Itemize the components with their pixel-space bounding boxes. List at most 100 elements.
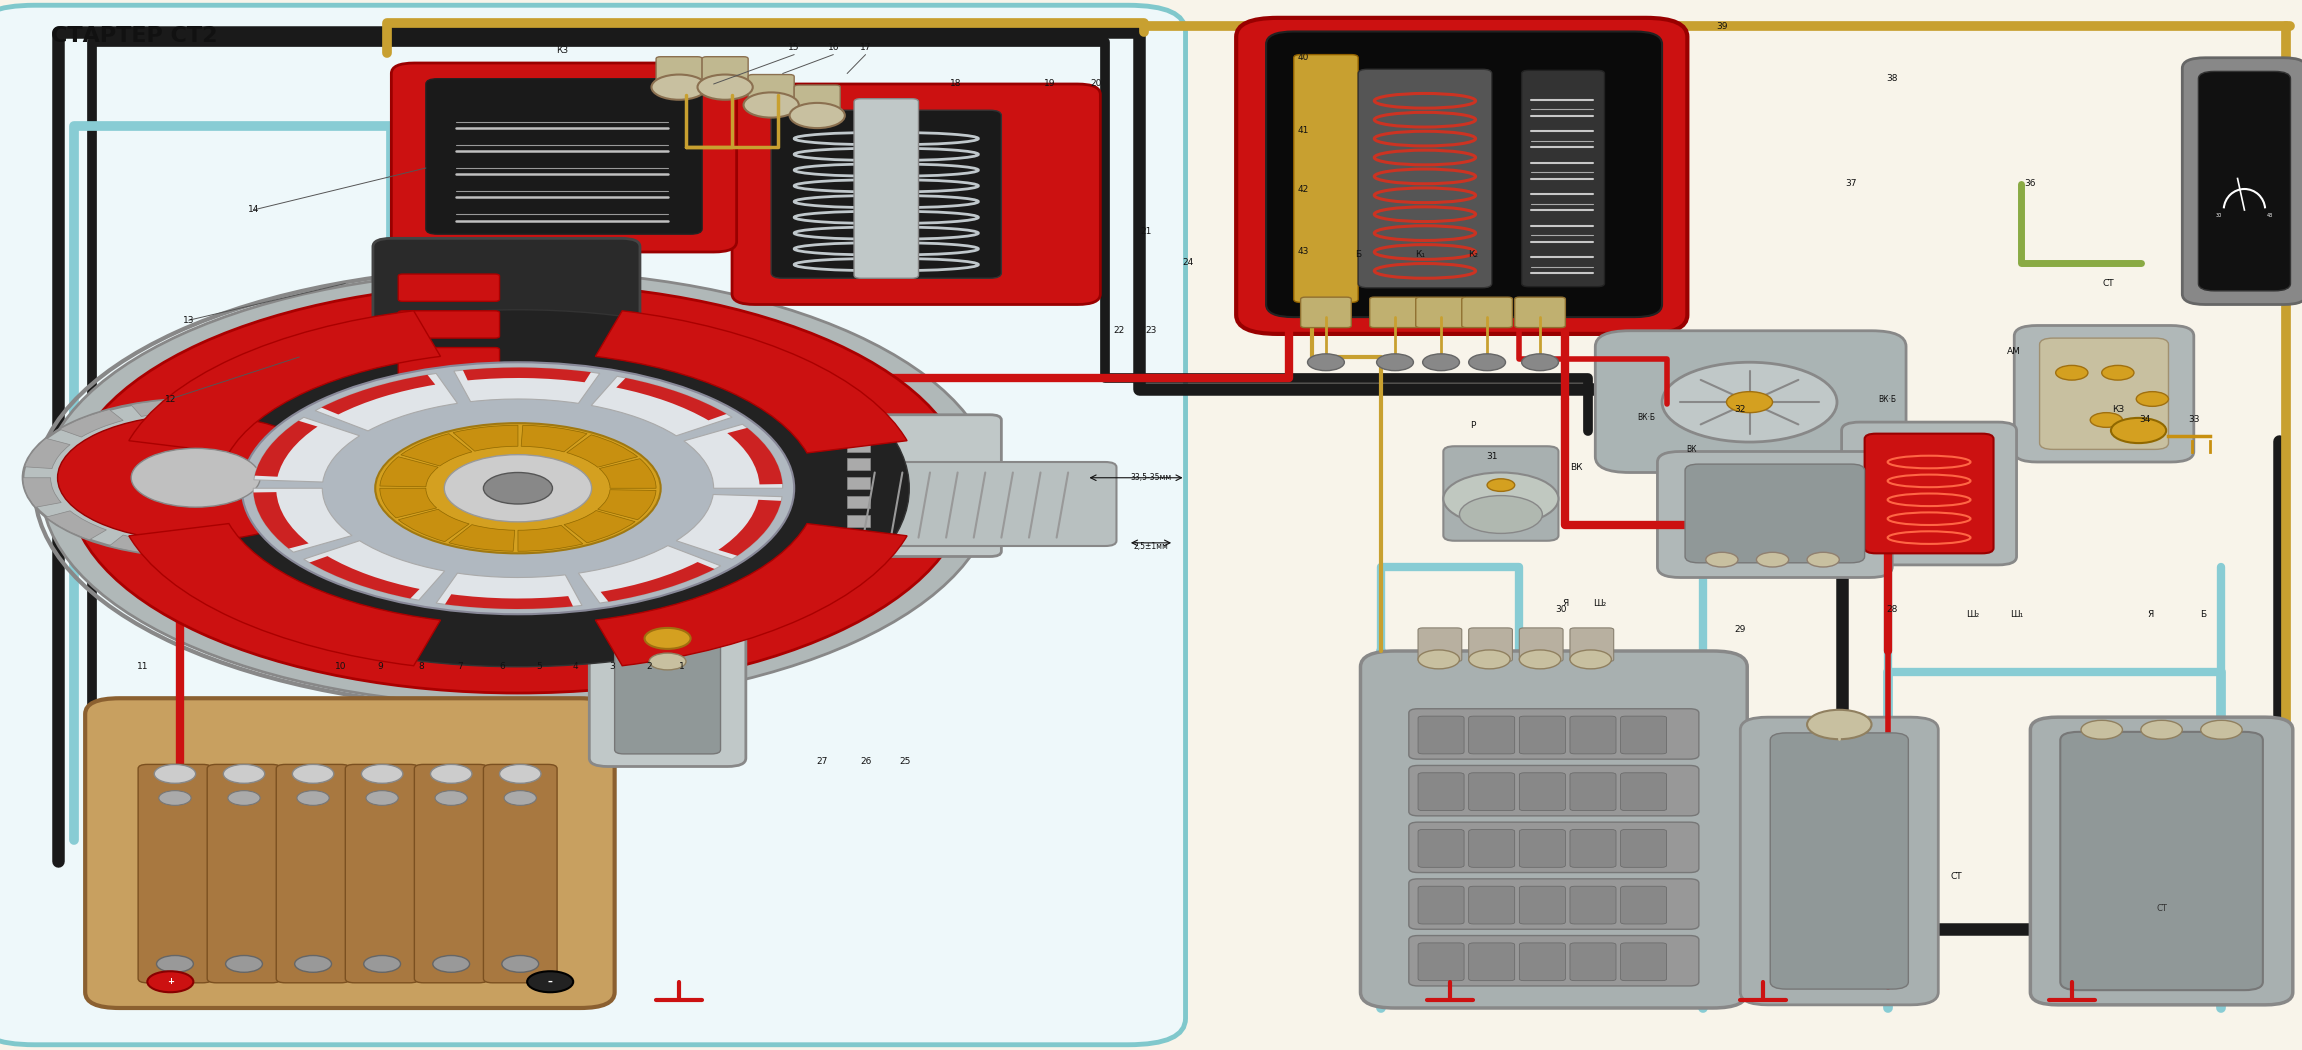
Wedge shape	[596, 311, 907, 453]
Bar	[847, 458, 870, 470]
FancyBboxPatch shape	[656, 57, 702, 92]
Circle shape	[2102, 365, 2134, 380]
FancyBboxPatch shape	[1519, 943, 1565, 981]
FancyBboxPatch shape	[1360, 651, 1747, 1008]
Wedge shape	[449, 525, 516, 551]
FancyBboxPatch shape	[414, 764, 488, 983]
FancyBboxPatch shape	[1595, 331, 1906, 472]
Text: 36: 36	[2026, 180, 2035, 188]
FancyBboxPatch shape	[748, 75, 794, 110]
Wedge shape	[304, 541, 444, 601]
Wedge shape	[596, 524, 907, 666]
Text: 17: 17	[861, 43, 870, 51]
Text: К₁: К₁	[1416, 250, 1425, 258]
Circle shape	[361, 764, 403, 783]
Wedge shape	[269, 519, 331, 546]
Circle shape	[154, 764, 196, 783]
FancyBboxPatch shape	[840, 462, 1116, 546]
Text: 5: 5	[536, 663, 541, 671]
Circle shape	[2111, 418, 2166, 443]
Circle shape	[1423, 354, 1459, 371]
Circle shape	[483, 472, 552, 504]
Wedge shape	[129, 524, 440, 666]
Circle shape	[1443, 472, 1558, 525]
FancyBboxPatch shape	[1770, 733, 1908, 989]
FancyBboxPatch shape	[589, 618, 746, 766]
Wedge shape	[401, 434, 472, 466]
FancyBboxPatch shape	[615, 630, 721, 754]
Wedge shape	[196, 539, 260, 556]
Text: 21: 21	[1142, 227, 1151, 235]
Wedge shape	[46, 510, 106, 540]
FancyBboxPatch shape	[1685, 464, 1865, 563]
FancyBboxPatch shape	[1522, 70, 1604, 287]
FancyBboxPatch shape	[1409, 765, 1699, 816]
Text: ВК·Б: ВК·Б	[1637, 413, 1655, 422]
Circle shape	[1570, 650, 1611, 669]
Wedge shape	[131, 399, 196, 417]
FancyBboxPatch shape	[1418, 886, 1464, 924]
FancyBboxPatch shape	[1570, 943, 1616, 981]
Circle shape	[433, 956, 470, 972]
FancyBboxPatch shape	[1301, 297, 1351, 328]
FancyBboxPatch shape	[2060, 732, 2263, 990]
Text: Я: Я	[1563, 600, 1568, 608]
Circle shape	[504, 791, 536, 805]
Wedge shape	[453, 368, 601, 403]
Text: 2: 2	[647, 663, 651, 671]
Circle shape	[1487, 479, 1515, 491]
Circle shape	[2136, 392, 2168, 406]
Text: 40: 40	[1298, 54, 1308, 62]
FancyBboxPatch shape	[1370, 297, 1420, 328]
FancyBboxPatch shape	[1462, 297, 1512, 328]
Text: 31: 31	[1487, 453, 1496, 461]
FancyBboxPatch shape	[345, 764, 419, 983]
Text: Б: Б	[2201, 610, 2205, 618]
Text: 15: 15	[790, 43, 799, 51]
Text: 30: 30	[1556, 605, 1565, 613]
Circle shape	[790, 103, 845, 128]
Circle shape	[58, 415, 334, 541]
FancyBboxPatch shape	[1469, 716, 1515, 754]
Text: 28: 28	[1888, 605, 1897, 613]
Text: 25: 25	[900, 757, 909, 765]
Text: СТ: СТ	[1950, 873, 1964, 881]
FancyBboxPatch shape	[1570, 628, 1614, 662]
FancyBboxPatch shape	[1740, 717, 1938, 1005]
FancyBboxPatch shape	[1236, 18, 1687, 334]
Text: 32: 32	[1736, 405, 1745, 414]
Text: 3: 3	[610, 663, 615, 671]
FancyBboxPatch shape	[1409, 936, 1699, 986]
FancyBboxPatch shape	[1443, 446, 1558, 541]
Circle shape	[744, 92, 799, 118]
Text: 35: 35	[2270, 237, 2279, 246]
Text: 29: 29	[1736, 626, 1745, 634]
Circle shape	[242, 362, 794, 614]
Text: 11: 11	[138, 663, 147, 671]
FancyBboxPatch shape	[2030, 717, 2293, 1005]
FancyBboxPatch shape	[2014, 326, 2194, 462]
FancyBboxPatch shape	[1570, 830, 1616, 867]
Circle shape	[375, 423, 661, 553]
Wedge shape	[727, 428, 783, 484]
Text: 8: 8	[419, 663, 424, 671]
FancyBboxPatch shape	[1519, 830, 1565, 867]
Circle shape	[651, 75, 707, 100]
Wedge shape	[578, 546, 721, 603]
FancyBboxPatch shape	[1418, 628, 1462, 662]
FancyBboxPatch shape	[85, 698, 615, 1008]
FancyBboxPatch shape	[1418, 943, 1464, 981]
Circle shape	[1377, 354, 1413, 371]
Circle shape	[159, 791, 191, 805]
FancyBboxPatch shape	[1570, 773, 1616, 811]
FancyBboxPatch shape	[1358, 69, 1492, 288]
FancyBboxPatch shape	[398, 348, 500, 375]
Text: СТ: СТ	[2102, 279, 2116, 288]
Wedge shape	[398, 509, 470, 542]
Circle shape	[2090, 413, 2122, 427]
FancyBboxPatch shape	[1570, 886, 1616, 924]
FancyBboxPatch shape	[1519, 716, 1565, 754]
Text: 2,5±1мм: 2,5±1мм	[1133, 542, 1169, 550]
Text: ВК: ВК	[1570, 463, 1584, 471]
Circle shape	[649, 653, 686, 670]
